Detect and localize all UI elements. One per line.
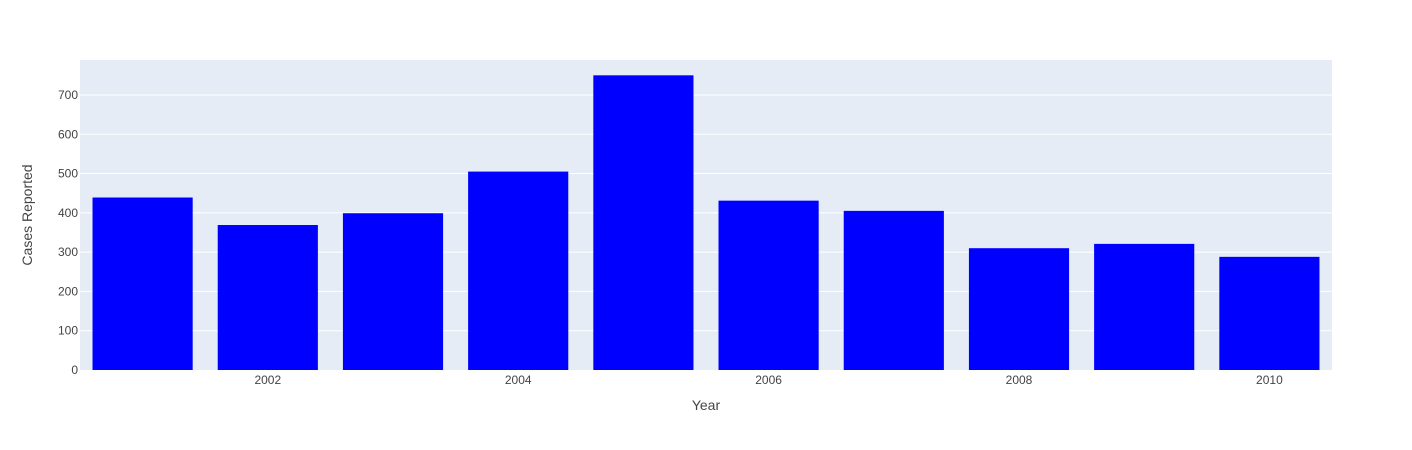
x-tick-label: 2006 [755,373,782,387]
bar-2001 [92,197,193,370]
bar-series [92,75,1320,371]
bar-2005 [593,75,694,371]
x-tick-label: 2004 [505,373,532,387]
y-tick-label: 200 [58,284,78,298]
x-tick-label: 2002 [254,373,281,387]
bar-2008 [968,248,1070,370]
y-tick-label: 500 [58,167,78,181]
y-axis-ticks: 0 100 200 300 400 500 600 700 [58,88,78,377]
bar-2010 [1219,256,1320,370]
x-axis-title: Year [692,397,721,413]
bar-2002 [217,225,318,370]
x-tick-label: 2008 [1006,373,1033,387]
y-axis-title: Cases Reported [19,164,35,265]
bar-2009 [1094,243,1195,370]
y-tick-label: 300 [58,245,78,259]
y-tick-label: 0 [71,363,78,377]
bar-2007 [843,210,944,370]
y-tick-label: 100 [58,324,78,338]
x-tick-label: 2010 [1256,373,1283,387]
x-axis-ticks: 2002 2004 2006 2008 2010 [254,373,1283,387]
bar-2004 [468,171,569,370]
y-tick-label: 700 [58,88,78,102]
y-tick-label: 400 [58,206,78,220]
y-tick-label: 600 [58,127,78,141]
bar-2003 [342,213,444,370]
bar-2006 [718,200,819,370]
